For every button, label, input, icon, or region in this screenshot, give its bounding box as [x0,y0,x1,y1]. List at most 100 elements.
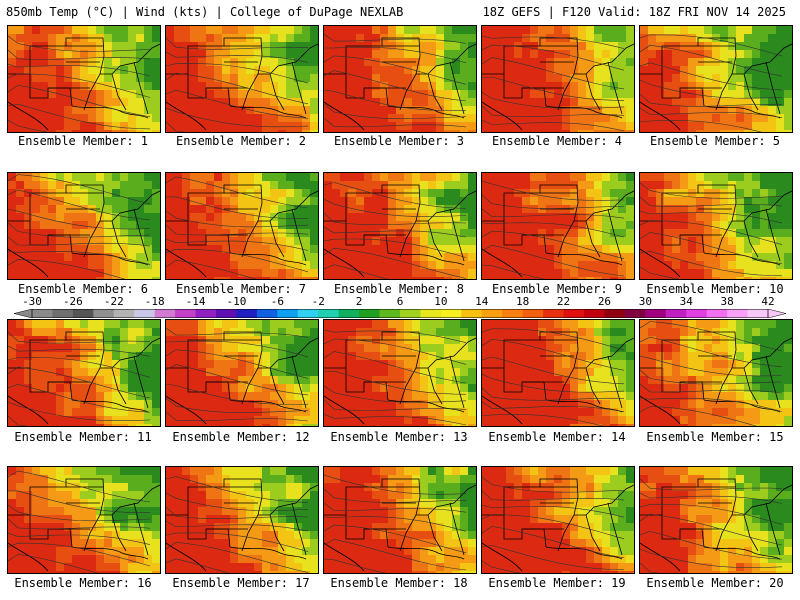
temperature-field-map [8,173,160,279]
ensemble-member-label: Ensemble Member: 19 [488,576,626,590]
height-contours [640,34,783,132]
temperature-shading [640,26,792,132]
ensemble-member-label: Ensemble Member: 12 [172,430,310,444]
height-contours [482,180,625,279]
colorbar-swatch [216,309,237,318]
ensemble-map-panel [7,25,161,133]
ensemble-map-panel [323,25,477,133]
colorbar-swatch [318,309,340,318]
height-contours [324,329,467,426]
ensemble-member-label: Ensemble Member: 13 [330,430,468,444]
temperature-field-map [324,26,476,132]
colorbar-swatch [113,309,135,318]
colorbar-swatch [134,309,156,318]
colorbar-swatch [584,309,605,318]
ensemble-member-label: Ensemble Member: 11 [14,430,152,444]
ensemble-member-label: Ensemble Member: 7 [175,282,307,296]
colorbar-swatch [400,309,421,318]
ensemble-member-label: Ensemble Member: 14 [488,430,626,444]
colorbar-max-arrow [767,309,786,318]
temperature-shading [640,173,792,279]
state-boundaries [324,331,476,425]
ensemble-member-label: Ensemble Member: 17 [172,576,310,590]
ensemble-map-panel [165,172,319,280]
height-contours [640,478,783,573]
colorbar-tick-label: -26 [62,295,83,308]
ensemble-member-label: Ensemble Member: 6 [17,282,149,296]
colorbar-swatch [440,309,462,318]
ensemble-map-panel [323,319,477,427]
colorbar-tick-label: 30 [638,295,652,308]
ensemble-member-label: Ensemble Member: 15 [646,430,784,444]
ensemble-member-label: Ensemble Member: 16 [14,576,152,590]
ensemble-map-panel [7,319,161,427]
height-contours [324,182,467,279]
colorbar-swatch [379,309,401,318]
ensemble-map-panel [7,172,161,280]
temperature-field-map [482,173,634,279]
temperature-field-map [640,26,792,132]
height-contours [640,182,783,279]
colorbar-tick-label: -2 [311,295,325,308]
temperature-field-map [482,467,634,573]
state-boundaries [8,37,160,131]
colorbar-tick-label: 22 [556,295,571,308]
colorbar-tick-label: 34 [679,295,693,308]
colorbar-swatch [297,309,319,318]
ensemble-map-panel [481,25,635,133]
height-contours [8,470,151,573]
colorbar-swatch [624,309,646,318]
colorbar-tick-label: 38 [720,295,734,308]
colorbar-tick-labels: -30 -26 -22 -18 -14 -10 -6 -2 2 6 10 14 18 22 26 30 34 38… [0,296,800,308]
ensemble-map-panel [165,319,319,427]
state-boundaries [324,184,476,278]
temperature-colorbar [14,309,786,318]
colorbar-swatch [420,309,442,318]
temperature-shading [482,320,634,426]
state-boundaries [482,331,634,425]
ensemble-member-label: Ensemble Member: 3 [333,134,465,148]
state-boundaries [640,331,792,425]
colorbar-tick-label: -18 [144,295,165,308]
colorbar-swatch [236,309,258,318]
colorbar-swatch [543,309,565,318]
temperature-field-map [324,467,476,573]
height-contours [482,476,625,573]
colorbar-swatch [604,309,626,318]
height-contours [482,328,625,426]
colorbar-swatch [256,309,278,318]
colorbar-tick-label: -6 [270,295,284,308]
ensemble-map-panel [481,466,635,574]
colorbar-tick-label: -14 [185,295,206,308]
temperature-field-map [166,26,318,132]
ensemble-map-panel [481,172,635,280]
colorbar-tick-label: 18 [516,295,530,308]
model-run-info: 18Z GEFS | F120 Valid: 18Z FRI NOV 14 20… [482,5,786,19]
height-contours [8,331,151,426]
ensemble-member-label: Ensemble Member: 1 [17,134,149,148]
height-contours [166,37,309,132]
state-boundaries [166,478,318,572]
temperature-field-map [640,467,792,573]
colorbar-swatch [277,309,299,318]
temperature-field-map [482,26,634,132]
colorbar-swatch [563,309,585,318]
height-contours [166,176,309,279]
temperature-field-map [166,173,318,279]
temperature-field-map [8,320,160,426]
ensemble-member-label: Ensemble Member: 20 [646,576,784,590]
height-contours [640,321,783,426]
colorbar-tick-label: -22 [103,295,124,308]
temperature-field-map [640,320,792,426]
ensemble-member-label: Ensemble Member: 8 [333,282,465,296]
colorbar-tick-label: 14 [475,295,489,308]
map-header: 850mb Temp (°C) | Wind (kts) | College o… [0,0,800,24]
temperature-field-map [166,320,318,426]
height-contours [324,474,467,573]
colorbar-tick-label: 10 [434,295,448,308]
height-contours [482,35,625,132]
colorbar-swatch [706,309,728,318]
state-boundaries [166,37,318,131]
temperature-field-map [324,320,476,426]
colorbar-swatch [686,309,708,318]
